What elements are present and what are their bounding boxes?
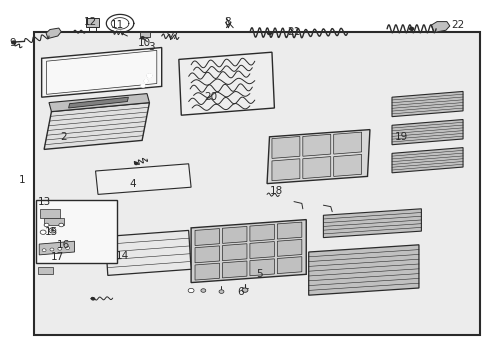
Circle shape	[147, 74, 152, 77]
Polygon shape	[272, 136, 300, 158]
Polygon shape	[69, 97, 128, 108]
Polygon shape	[267, 130, 370, 184]
Bar	[34, 32, 480, 335]
Text: 9: 9	[9, 38, 16, 48]
Circle shape	[201, 289, 206, 292]
Polygon shape	[222, 244, 247, 261]
Text: 10: 10	[138, 38, 151, 48]
Circle shape	[144, 80, 148, 82]
Circle shape	[141, 84, 145, 87]
Polygon shape	[303, 134, 331, 156]
Text: 16: 16	[57, 240, 71, 250]
Circle shape	[219, 290, 224, 293]
Circle shape	[12, 41, 16, 44]
Polygon shape	[47, 50, 157, 94]
Polygon shape	[195, 229, 220, 246]
Circle shape	[92, 298, 95, 300]
Circle shape	[141, 37, 144, 39]
Polygon shape	[222, 261, 247, 278]
Text: 18: 18	[270, 186, 284, 196]
Polygon shape	[96, 164, 191, 194]
Circle shape	[242, 288, 248, 292]
Text: 11: 11	[111, 20, 124, 30]
Text: 15: 15	[45, 227, 58, 237]
Text: 21: 21	[287, 27, 301, 37]
Polygon shape	[49, 94, 149, 112]
Circle shape	[44, 223, 49, 227]
Polygon shape	[222, 226, 247, 243]
Polygon shape	[46, 28, 61, 39]
Circle shape	[58, 247, 62, 250]
Polygon shape	[44, 103, 149, 149]
Polygon shape	[277, 222, 302, 239]
Text: 7: 7	[171, 31, 177, 41]
Text: 19: 19	[395, 132, 409, 142]
Text: 6: 6	[237, 287, 244, 297]
Polygon shape	[250, 242, 274, 258]
Bar	[86, 18, 99, 27]
Circle shape	[49, 228, 56, 233]
Circle shape	[59, 223, 64, 227]
Polygon shape	[105, 230, 191, 275]
Polygon shape	[42, 48, 162, 97]
Text: 1: 1	[19, 175, 25, 185]
Text: 8: 8	[224, 17, 231, 27]
Polygon shape	[191, 220, 306, 283]
Bar	[36, 200, 117, 263]
Text: 22: 22	[451, 20, 465, 30]
Circle shape	[40, 230, 46, 234]
Text: 2: 2	[60, 132, 67, 142]
Circle shape	[144, 80, 148, 82]
Polygon shape	[334, 154, 362, 176]
Circle shape	[50, 248, 54, 251]
Polygon shape	[272, 159, 300, 181]
Polygon shape	[195, 246, 220, 263]
Polygon shape	[277, 239, 302, 256]
Circle shape	[42, 249, 46, 252]
Polygon shape	[392, 148, 463, 173]
Polygon shape	[250, 224, 274, 241]
Bar	[40, 209, 60, 218]
Polygon shape	[179, 52, 274, 115]
Circle shape	[141, 84, 145, 87]
Circle shape	[268, 32, 271, 35]
Text: 3: 3	[148, 42, 155, 52]
Polygon shape	[309, 245, 419, 295]
Polygon shape	[323, 209, 421, 238]
Circle shape	[410, 27, 414, 30]
Circle shape	[66, 247, 70, 249]
Text: 4: 4	[129, 179, 136, 189]
Polygon shape	[277, 257, 302, 274]
Polygon shape	[303, 157, 331, 179]
Text: 14: 14	[116, 251, 129, 261]
Text: 13: 13	[37, 197, 51, 207]
Text: 20: 20	[204, 92, 217, 102]
Polygon shape	[334, 132, 362, 154]
Polygon shape	[392, 91, 463, 117]
Bar	[140, 32, 150, 37]
Polygon shape	[431, 22, 450, 32]
Text: 5: 5	[256, 269, 263, 279]
Text: 12: 12	[84, 17, 98, 27]
Polygon shape	[250, 259, 274, 276]
Circle shape	[135, 162, 138, 165]
Polygon shape	[392, 120, 463, 145]
Polygon shape	[39, 241, 74, 255]
Text: 17: 17	[51, 252, 65, 262]
Circle shape	[147, 74, 152, 77]
Circle shape	[188, 288, 194, 293]
Bar	[44, 218, 64, 225]
Bar	[38, 267, 53, 274]
Polygon shape	[195, 263, 220, 280]
Circle shape	[51, 229, 54, 231]
